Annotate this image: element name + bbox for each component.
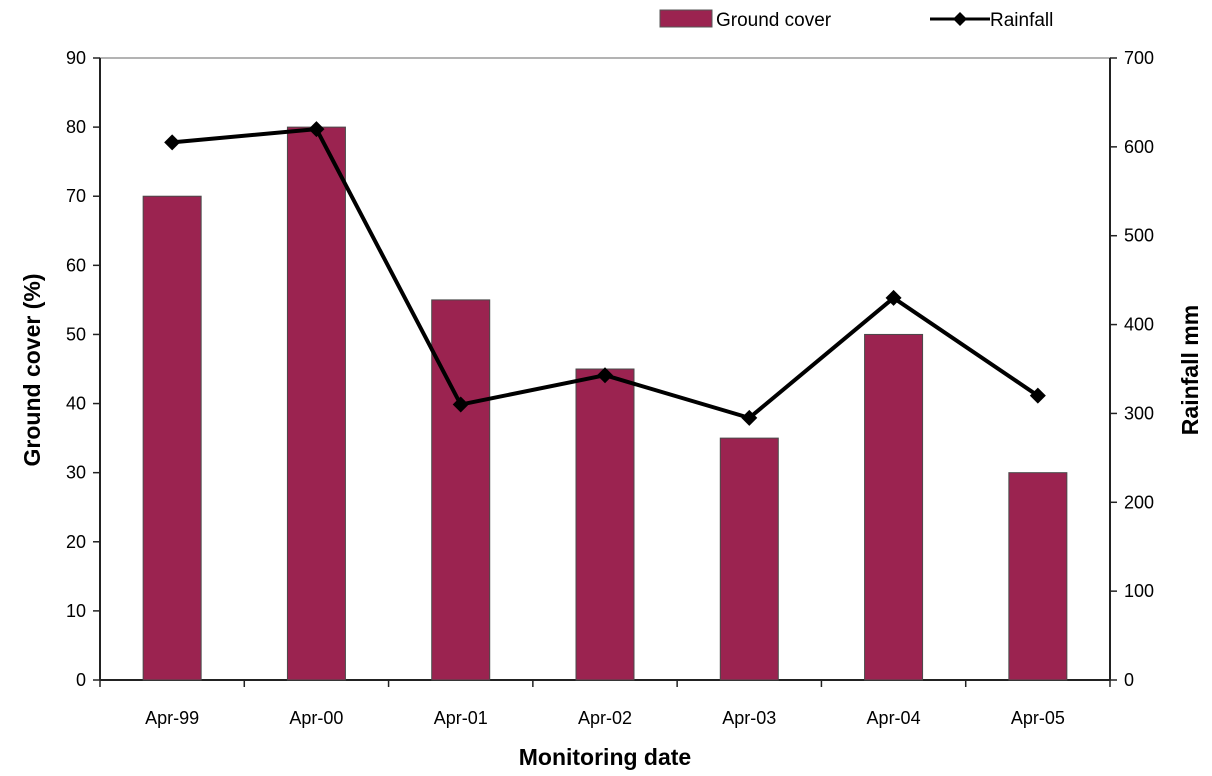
right-tick-label: 200 [1124, 492, 1154, 512]
rainfall-point [1029, 387, 1046, 404]
right-tick-label: 600 [1124, 137, 1154, 157]
left-tick-label: 50 [66, 324, 86, 344]
right-tick-label: 0 [1124, 670, 1134, 690]
left-tick-label: 10 [66, 601, 86, 621]
x-tick-label: Apr-00 [289, 708, 343, 728]
right-tick-label: 400 [1124, 315, 1154, 335]
legend: Ground cover Rainfall [659, 9, 1053, 31]
x-tick-label: Apr-04 [867, 708, 921, 728]
left-axis-title: Ground cover (%) [19, 274, 45, 467]
right-tick-label: 300 [1124, 403, 1154, 423]
rainfall-point [741, 409, 758, 426]
left-tick-label: 70 [66, 186, 86, 206]
bar-ground-cover [864, 333, 924, 681]
rainfall-point [452, 396, 469, 413]
left-tick-label: 90 [66, 48, 86, 68]
bar-ground-cover [286, 126, 346, 681]
bar-ground-cover [142, 195, 202, 681]
rainfall-point [597, 367, 613, 384]
x-axis-title: Monitoring date [519, 744, 691, 770]
legend-swatch-ground-cover [659, 9, 713, 28]
x-tick-label: Apr-03 [722, 708, 776, 728]
ground-cover-bars [142, 126, 1068, 681]
left-tick-label: 30 [66, 463, 86, 483]
x-tick-label: Apr-05 [1011, 708, 1065, 728]
right-tick-label: 100 [1124, 581, 1154, 601]
right-axis: 0 100 200 300 400 500 600 700 [1110, 48, 1154, 690]
rainfall-point [308, 121, 325, 138]
rainfall-point [164, 134, 181, 151]
right-tick-label: 700 [1124, 48, 1154, 68]
x-tick-label: Apr-99 [145, 708, 199, 728]
bar-ground-cover [719, 437, 779, 681]
left-tick-label: 80 [66, 117, 86, 137]
left-axis: 0 10 20 30 40 50 60 70 80 90 [66, 48, 100, 690]
right-axis-title: Rainfall mm [1177, 305, 1203, 435]
legend-label-ground-cover: Ground cover [716, 10, 832, 31]
legend-label-rainfall: Rainfall [990, 10, 1053, 31]
right-tick-label: 500 [1124, 226, 1154, 246]
left-tick-label: 20 [66, 532, 86, 552]
left-tick-label: 60 [66, 255, 86, 275]
rainfall-line-series [164, 121, 1046, 426]
legend-swatch-rainfall-marker [953, 12, 967, 26]
bar-ground-cover [431, 299, 491, 681]
x-tick-label: Apr-02 [578, 708, 632, 728]
bar-ground-cover [575, 368, 635, 681]
left-tick-label: 0 [76, 670, 86, 690]
rainfall-point [885, 289, 902, 306]
bar-ground-cover [1008, 472, 1068, 681]
left-tick-label: 40 [66, 394, 86, 414]
x-tick-label: Apr-01 [434, 708, 488, 728]
x-axis: Apr-99 Apr-00 Apr-01 Apr-02 Apr-03 Apr-04 Apr-… [99, 680, 1111, 728]
